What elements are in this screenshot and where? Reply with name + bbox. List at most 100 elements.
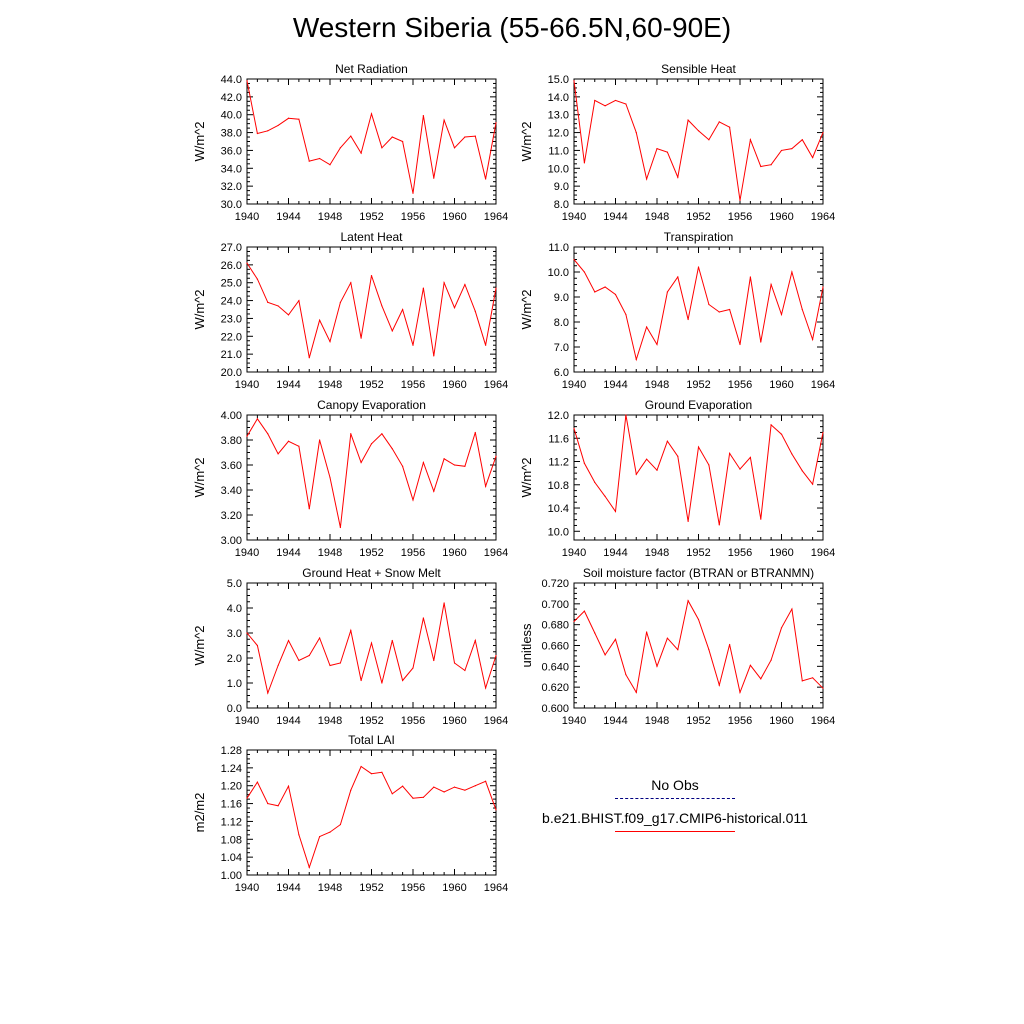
y-tick-label: 40.0 — [221, 110, 242, 122]
data-point — [350, 135, 352, 137]
panel-ground-heat-snow-melt: Ground Heat + Snow Melt W/m^2 1940 1944 1948… — [192, 566, 508, 727]
series-line-ground-heat-snow-melt — [246, 602, 497, 695]
panel-ground-evaporation: Ground Evaporation W/m^2 1940 1944 1948 1952 1… — [519, 398, 835, 559]
data-point — [433, 786, 435, 788]
plot-frame — [246, 582, 497, 709]
data-point — [594, 481, 596, 484]
data-point — [485, 780, 487, 782]
plot-frame — [246, 749, 497, 876]
data-point — [812, 156, 814, 159]
data-point — [495, 122, 497, 124]
data-point — [319, 836, 321, 838]
x-tick-label: 1964 — [484, 882, 508, 894]
series-line-sensible-heat — [573, 80, 824, 201]
x-tick-label: 1956 — [728, 211, 752, 223]
data-point — [656, 469, 658, 471]
y-tick-label: 0.640 — [541, 661, 569, 673]
data-point — [287, 440, 290, 442]
x-tick-label: 1944 — [603, 715, 627, 727]
data-point — [402, 785, 404, 787]
y-tick-label: 8.0 — [554, 317, 569, 329]
x-tick-label: 1952 — [686, 211, 710, 223]
data-point — [646, 458, 648, 460]
data-point — [360, 679, 362, 682]
y-axis-label: W/m^2 — [519, 457, 534, 497]
x-tick-label: 1960 — [769, 211, 793, 223]
data-point — [780, 627, 783, 629]
plot-frame — [573, 246, 824, 373]
y-tick-label: 32.0 — [221, 181, 242, 193]
x-tick-label: 1960 — [442, 379, 466, 391]
data-point — [298, 445, 300, 447]
x-tick-label: 1948 — [645, 211, 669, 223]
data-point — [267, 433, 269, 435]
data-point — [474, 431, 476, 434]
data-point — [573, 427, 575, 429]
data-point — [583, 162, 585, 164]
legend: No Obs b.e21.BHIST.f09_g17.CMIP6-histori… — [530, 776, 820, 842]
data-point — [801, 470, 803, 472]
y-tick-label: 11.0 — [548, 145, 569, 157]
data-point — [474, 785, 476, 787]
data-point — [635, 131, 637, 134]
data-point — [697, 266, 700, 268]
data-point — [287, 314, 290, 316]
y-tick-label: 3.60 — [221, 460, 242, 472]
data-point — [246, 80, 248, 82]
x-tick-label: 1944 — [276, 379, 300, 391]
y-tick-label: 1.0 — [227, 678, 242, 690]
data-point — [422, 617, 424, 619]
y-tick-label: 1.16 — [221, 799, 242, 811]
x-tick-label: 1956 — [401, 882, 425, 894]
y-tick-label: 6.0 — [554, 367, 569, 379]
data-point — [770, 283, 772, 286]
x-tick-label: 1956 — [401, 547, 425, 559]
data-point — [267, 130, 269, 132]
y-tick-label: 0.620 — [541, 682, 569, 694]
x-tick-label: 1956 — [728, 379, 752, 391]
data-point — [791, 453, 793, 455]
data-point — [319, 319, 321, 321]
data-point — [729, 308, 731, 311]
y-tick-label: 24.0 — [221, 296, 242, 308]
data-point — [718, 684, 720, 686]
x-tick-label: 1960 — [442, 715, 466, 727]
panel-title: Ground Evaporation — [645, 398, 752, 412]
x-tick-label: 1964 — [484, 211, 508, 223]
data-point — [360, 152, 362, 154]
data-point — [760, 678, 762, 680]
data-point — [791, 148, 793, 150]
y-axis-label: W/m^2 — [192, 625, 207, 665]
y-tick-label: 10.0 — [548, 163, 569, 175]
y-tick-label: 0.680 — [541, 620, 569, 632]
data-point — [308, 866, 310, 869]
data-point — [329, 664, 331, 667]
data-point — [329, 341, 331, 343]
data-point — [604, 286, 606, 288]
data-point — [625, 414, 627, 416]
data-point — [433, 490, 435, 492]
data-point — [749, 456, 751, 459]
data-point — [656, 343, 658, 346]
data-point — [256, 132, 258, 135]
data-point — [464, 283, 466, 286]
data-point — [646, 178, 648, 180]
series-line-transpiration — [573, 259, 824, 362]
y-tick-label: 25.0 — [221, 278, 242, 290]
data-point — [443, 791, 445, 793]
y-tick-label: 8.0 — [554, 199, 569, 211]
data-point — [495, 654, 497, 657]
data-point — [453, 147, 456, 149]
data-point — [329, 476, 331, 479]
data-point — [370, 274, 373, 277]
y-tick-label: 3.80 — [221, 435, 242, 447]
data-point — [319, 439, 321, 441]
data-point — [246, 435, 248, 437]
x-tick-label: 1944 — [276, 715, 300, 727]
x-tick-label: 1964 — [811, 715, 835, 727]
data-point — [433, 355, 435, 357]
data-point — [443, 458, 445, 460]
x-tick-label: 1952 — [359, 379, 383, 391]
data-point — [277, 305, 279, 307]
x-tick-label: 1952 — [686, 715, 710, 727]
